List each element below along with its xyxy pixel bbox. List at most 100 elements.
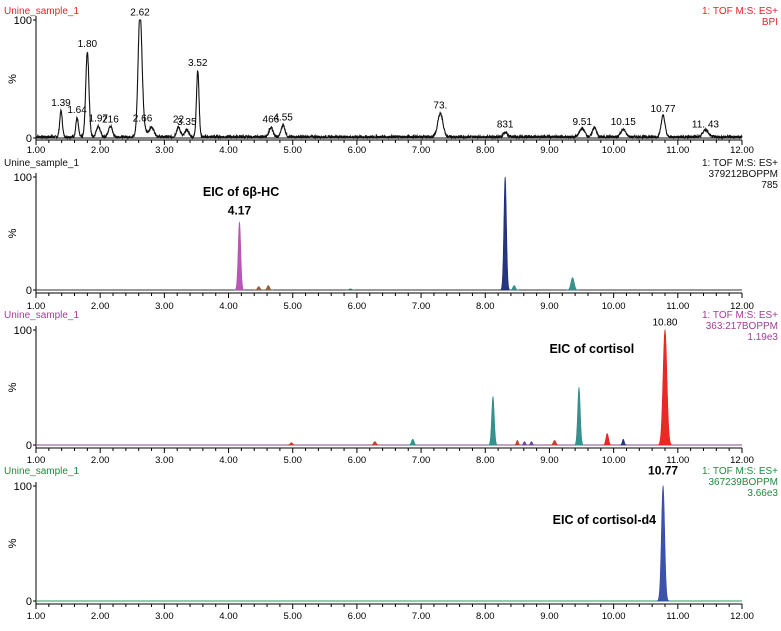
panel-2-y-label: %	[7, 228, 19, 238]
panel-3-x-tick-label: 10.00	[602, 455, 626, 466]
panel-3-peak-6	[520, 441, 529, 446]
panel-2-header-line: 379212BOPPM	[709, 169, 779, 180]
panel-1-peak-label-1: 1.39	[51, 98, 71, 109]
panel-3-peak-10	[602, 433, 613, 446]
panel-2-x-tick-label: 6.00	[348, 301, 367, 312]
panel-1-peak-label-13: 73.	[433, 101, 447, 112]
panel-4-x-tick-label: 11.00	[666, 611, 689, 622]
panel-2-x-tick-label: 7.00	[412, 301, 431, 312]
panel-1-x-tick-label: 9.00	[540, 145, 559, 156]
panel-3-peak-2	[369, 441, 381, 446]
panel-3-sample-name: Unine_sample_1	[4, 310, 79, 321]
panel-4-x-tick-label: 8.00	[476, 611, 495, 622]
panel-1-peak-label-7: 2.66	[133, 113, 153, 124]
panel-3-header-line: 1.19e3	[747, 332, 778, 343]
panel-2-annotation-1: EIC of 6β-HC	[203, 185, 279, 199]
panel-1-peak-label-12: 4.55	[273, 112, 293, 123]
panel-1-y-tick-label: 100	[14, 15, 32, 27]
panel-3-peak-11	[619, 438, 628, 446]
panel-1-peak-label-8: 22	[173, 115, 185, 126]
panel-2-peak-label-1: 4.17	[228, 203, 252, 217]
panel-4-x-tick-label: 3.00	[155, 611, 174, 622]
panel-3-peak-5	[513, 440, 522, 446]
panel-3-x-tick-label: 11.00	[666, 455, 689, 466]
panel-1-x-tick-label: 1.00	[27, 145, 46, 156]
panel-3-peak-4	[487, 396, 499, 446]
panel-1-peak-label-3: 1.80	[78, 39, 98, 50]
panel-1-x-tick-label: 2.00	[91, 145, 110, 156]
panel-1-x-tick-label: 8.00	[476, 145, 495, 156]
panel-1-y-label: %	[7, 74, 19, 84]
panel-1-sample-name: Unine_sample_1	[4, 6, 79, 17]
panel-4-annotation-1: EIC of cortisol-d4	[553, 513, 657, 527]
panel-2-x-tick-label: 9.00	[540, 301, 559, 312]
panel-1-bpi-trace	[35, 19, 743, 140]
panel-1-header-line: 1: TOF M:S: ES+	[702, 6, 778, 17]
panel-4-x-tick-label: 6.00	[348, 611, 367, 622]
panel-1-x-tick-label: 6.00	[348, 145, 367, 156]
panel-3-y-label: %	[7, 382, 19, 392]
panel-1-peak-label-2: 1.64	[67, 105, 87, 116]
panel-1-peak-label-15: 9.51	[572, 117, 592, 128]
panel-1-x-tick-label: 4.00	[219, 145, 238, 156]
panel-4-header-line: 367239BOPPM	[709, 477, 779, 488]
panel-2-x-tick-label: 10.00	[602, 301, 626, 312]
panel-4-header-line: 1: TOF M:S: ES+	[702, 466, 778, 477]
panel-4-x-tick-label: 4.00	[219, 611, 238, 622]
panel-3-peak-8	[549, 440, 560, 446]
panel-4-y-tick-label: 0	[26, 596, 32, 608]
panel-3-peak-3	[407, 438, 418, 446]
panel-2-peak-1	[234, 221, 245, 291]
panel-4-y-label: %	[7, 538, 19, 548]
panel-2-x-tick-label: 2.00	[91, 301, 110, 312]
panel-4-x-tick-label: 1.00	[27, 611, 46, 622]
panel-2-x-tick-label: 4.00	[219, 301, 238, 312]
panel-2-peak-2	[253, 286, 264, 291]
panel-2-peak-5	[499, 176, 511, 291]
panel-2-y-tick-label: 100	[14, 172, 32, 184]
panel-1-header-line: BPI	[762, 17, 778, 28]
panel-2-y-tick-label: 0	[26, 285, 32, 297]
panel-3-header-line: 1: TOF M:S: ES+	[702, 310, 778, 321]
panel-1-x-tick-label: 11.00	[666, 145, 689, 156]
panel-3-x-tick-label: 3.00	[155, 455, 174, 466]
panel-4-x-tick-label: 2.00	[91, 611, 110, 622]
panel-1-peak-label-11: 466	[263, 115, 280, 126]
panel-2-header-line: 1: TOF M:S: ES+	[702, 158, 778, 169]
panel-2-peak-6	[509, 285, 520, 291]
panel-4-x-tick-label: 5.00	[283, 611, 302, 622]
panel-2-x-tick-label: 5.00	[283, 301, 302, 312]
panel-2-sample-name: Unine_sample_1	[4, 158, 79, 169]
panel-3-peak-1	[286, 442, 297, 446]
panel-1-peak-label-5: 216	[102, 115, 119, 126]
panel-4-peak-label-1: 10.77	[648, 464, 678, 478]
panel-3-x-tick-label: 7.00	[412, 455, 431, 466]
panel-1-x-tick-label: 3.00	[155, 145, 174, 156]
panel-2-x-tick-label: 12.00	[730, 301, 754, 312]
panel-4-sample-name: Unine_sample_1	[4, 466, 79, 477]
panel-1-x-tick-label: 10.00	[602, 145, 626, 156]
panel-1-peak-label-4: 1.97	[89, 113, 109, 124]
panel-2-peak-4	[345, 288, 356, 291]
panel-2-peak-3	[263, 285, 274, 291]
panel-4-header-line: 3.66e3	[747, 488, 778, 499]
panel-1-peak-label-6: 2.62	[130, 7, 150, 18]
panel-3-x-tick-label: 1.00	[27, 455, 46, 466]
panel-2-peak-7	[566, 277, 579, 291]
panel-1-x-tick-label: 7.00	[412, 145, 431, 156]
panel-1-peak-label-16: 10.15	[611, 117, 636, 128]
panel-4-peak-1	[656, 484, 670, 602]
panel-3-annotation-1: EIC of cortisol	[549, 342, 634, 356]
panel-4-x-tick-label: 10.00	[602, 611, 626, 622]
panel-1-x-tick-label: 12.00	[730, 145, 754, 156]
panel-3-peak-7	[527, 441, 536, 446]
panel-2-x-tick-label: 3.00	[155, 301, 174, 312]
panel-3-x-tick-label: 4.00	[219, 455, 238, 466]
panel-3-x-tick-label: 8.00	[476, 455, 495, 466]
panel-1-peak-label-10: 3.52	[188, 58, 208, 69]
panel-2-x-tick-label: 1.00	[27, 301, 46, 312]
panel-3-peak-9	[573, 386, 585, 446]
panel-3-y-tick-label: 100	[14, 325, 32, 337]
panel-4-x-tick-label: 7.00	[412, 611, 431, 622]
